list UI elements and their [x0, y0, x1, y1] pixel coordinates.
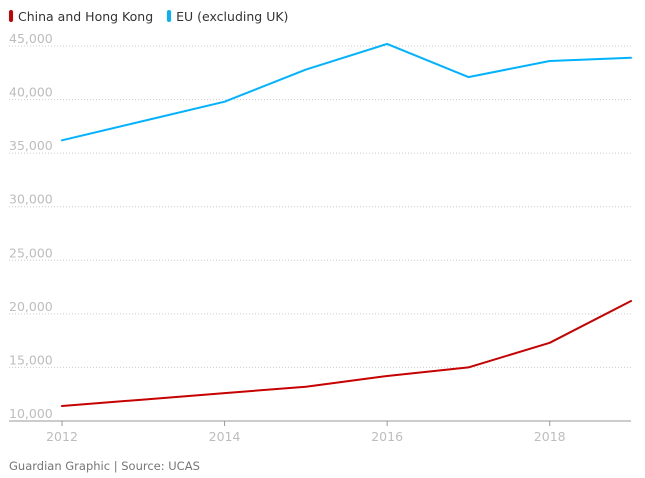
x-tick-label: 2012 — [46, 429, 78, 444]
x-tick-label: 2016 — [371, 429, 403, 444]
y-tick-label: 10,000 — [9, 406, 53, 421]
x-tick-label: 2014 — [209, 429, 241, 444]
y-axis: 10,000 15,000 20,000 25,000 30,000 35,000 40,0… — [9, 31, 53, 421]
legend-item-eu: EU (excluding UK) — [167, 9, 288, 24]
y-tick-label: 15,000 — [9, 352, 53, 367]
y-tick-label: 40,000 — [9, 85, 53, 100]
legend-label-china: China and Hong Kong — [18, 8, 154, 24]
legend-swatch-eu — [167, 10, 172, 22]
x-tick-label: 2018 — [534, 429, 566, 444]
y-tick-label: 35,000 — [9, 138, 53, 153]
series-line-china — [61, 300, 632, 407]
grid — [9, 45, 631, 422]
legend-swatch-china — [9, 10, 13, 22]
y-tick-label: 30,000 — [9, 192, 53, 207]
legend: China and Hong Kong EU (excluding UK) — [9, 6, 302, 26]
x-axis: 2012 2014 2016 2018 — [46, 421, 566, 444]
legend-item-china: China and Hong Kong — [9, 9, 153, 24]
series-line-eu — [61, 42, 632, 142]
y-tick-label: 20,000 — [9, 299, 53, 314]
series-lines — [61, 42, 632, 407]
y-tick-label: 25,000 — [9, 245, 53, 260]
source-note: Guardian Graphic | Source: UCAS — [9, 459, 200, 473]
legend-label-eu: EU (excluding UK) — [176, 8, 289, 24]
y-tick-label: 45,000 — [9, 31, 53, 46]
